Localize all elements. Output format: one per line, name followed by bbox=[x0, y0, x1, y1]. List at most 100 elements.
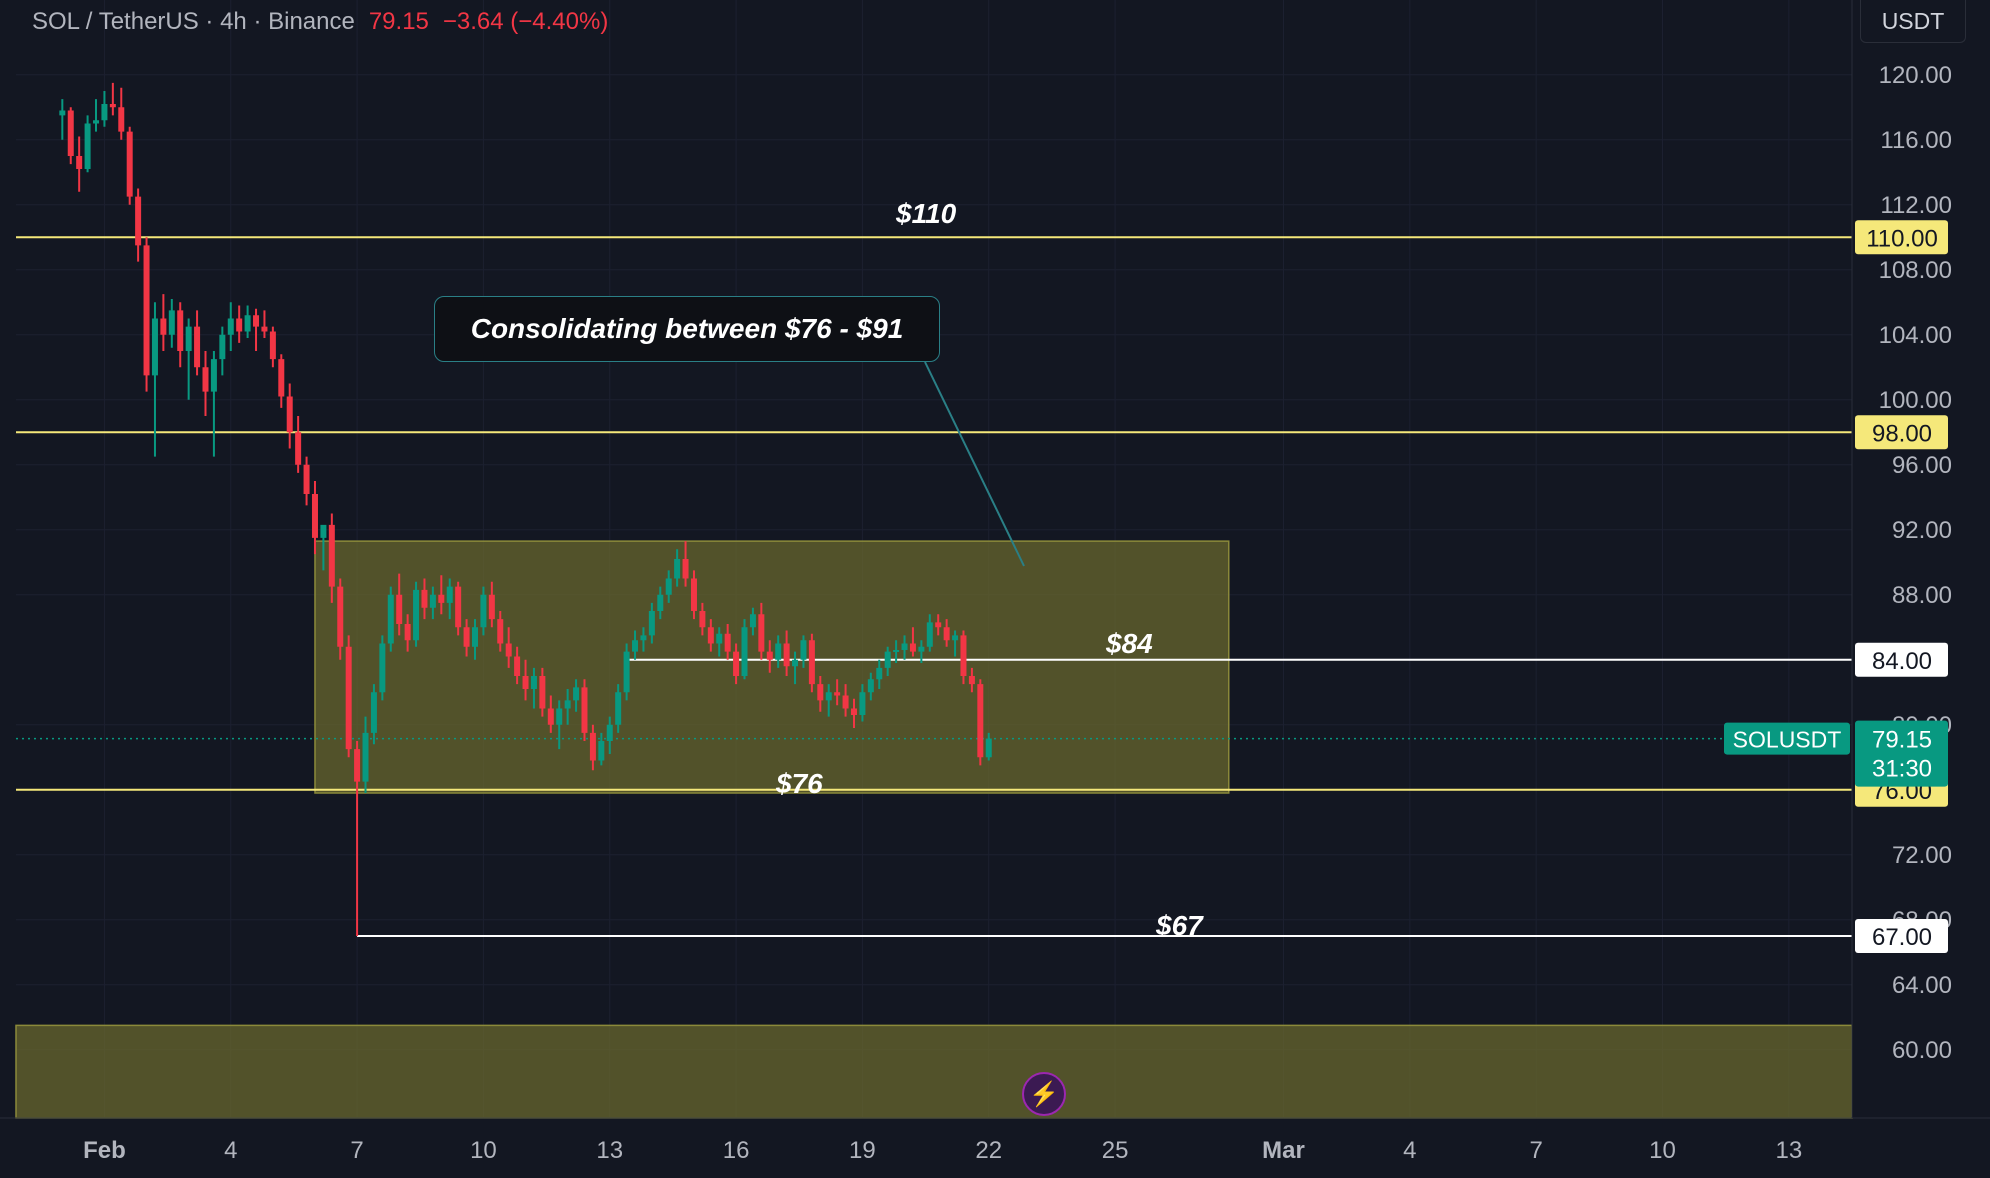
candle-body[interactable] bbox=[876, 667, 883, 680]
candle-body[interactable] bbox=[455, 586, 462, 628]
candle-body[interactable] bbox=[396, 594, 403, 624]
candle-body[interactable] bbox=[295, 432, 302, 465]
candle-body[interactable] bbox=[202, 367, 209, 392]
candle-body[interactable] bbox=[783, 643, 790, 667]
candle-body[interactable] bbox=[859, 692, 866, 715]
currency-unit-button[interactable]: USDT bbox=[1860, 0, 1966, 43]
candle-body[interactable] bbox=[151, 318, 158, 376]
candle-body[interactable] bbox=[977, 684, 984, 758]
candle-body[interactable] bbox=[800, 640, 807, 660]
candle-body[interactable] bbox=[370, 692, 377, 733]
candle-body[interactable] bbox=[707, 627, 714, 644]
candle-body[interactable] bbox=[497, 619, 504, 644]
candle-body[interactable] bbox=[632, 640, 639, 652]
candle-body[interactable] bbox=[657, 594, 664, 611]
candle-body[interactable] bbox=[194, 326, 201, 368]
candle-body[interactable] bbox=[101, 104, 108, 121]
candle-body[interactable] bbox=[514, 656, 521, 677]
candle-body[interactable] bbox=[825, 692, 832, 701]
candle-body[interactable] bbox=[505, 643, 512, 657]
candle-body[interactable] bbox=[413, 589, 420, 641]
level-tag-84[interactable] bbox=[1855, 642, 1948, 677]
candle-body[interactable] bbox=[893, 650, 900, 652]
candle-body[interactable] bbox=[547, 708, 554, 725]
candle-body[interactable] bbox=[109, 104, 116, 108]
lightning-icon[interactable]: ⚡ bbox=[1022, 1072, 1066, 1116]
candle-body[interactable] bbox=[665, 578, 672, 595]
candle-body[interactable] bbox=[682, 559, 689, 579]
candle-body[interactable] bbox=[716, 633, 723, 644]
candle-body[interactable] bbox=[985, 738, 992, 758]
candle-body[interactable] bbox=[345, 646, 352, 750]
candle-body[interactable] bbox=[522, 676, 529, 689]
candle-body[interactable] bbox=[564, 700, 571, 709]
candle-body[interactable] bbox=[792, 659, 799, 667]
candle-body[interactable] bbox=[775, 643, 782, 660]
candle-body[interactable] bbox=[210, 359, 217, 392]
candle-body[interactable] bbox=[446, 586, 453, 603]
candle-body[interactable] bbox=[59, 110, 66, 116]
candle-body[interactable] bbox=[438, 594, 445, 603]
candle-body[interactable] bbox=[168, 310, 175, 335]
level-tag-98[interactable] bbox=[1855, 415, 1948, 450]
candle-body[interactable] bbox=[286, 396, 293, 433]
candle-body[interactable] bbox=[278, 359, 285, 397]
level-tag-67[interactable] bbox=[1855, 919, 1948, 953]
candle-body[interactable] bbox=[690, 578, 697, 612]
candle-body[interactable] bbox=[842, 695, 849, 709]
candle-body[interactable] bbox=[766, 651, 773, 660]
candle-body[interactable] bbox=[76, 156, 83, 169]
candle-body[interactable] bbox=[244, 315, 251, 332]
candle-body[interactable] bbox=[834, 692, 841, 696]
candle-body[interactable] bbox=[539, 676, 546, 709]
consolidation-zone[interactable] bbox=[314, 540, 1230, 794]
candle-body[interactable] bbox=[960, 635, 967, 676]
candle-body[interactable] bbox=[362, 732, 369, 782]
candle-body[interactable] bbox=[488, 594, 495, 620]
candle-body[interactable] bbox=[952, 635, 959, 641]
candle-body[interactable] bbox=[758, 614, 765, 652]
candle-body[interactable] bbox=[67, 110, 74, 157]
candle-body[interactable] bbox=[429, 594, 436, 608]
candle-body[interactable] bbox=[606, 724, 613, 741]
candle-body[interactable] bbox=[556, 708, 563, 725]
candle-body[interactable] bbox=[472, 627, 478, 647]
candle-body[interactable] bbox=[724, 633, 731, 652]
candle-body[interactable] bbox=[901, 643, 908, 651]
consolidation-callout[interactable]: Consolidating between $76 - $91 bbox=[434, 296, 940, 362]
candle-body[interactable] bbox=[817, 684, 824, 701]
candle-body[interactable] bbox=[118, 107, 125, 132]
candle-body[interactable] bbox=[648, 611, 655, 636]
candle-body[interactable] bbox=[623, 651, 630, 693]
candle-body[interactable] bbox=[379, 643, 386, 693]
symbol-tag[interactable] bbox=[1724, 722, 1850, 755]
candle-body[interactable] bbox=[867, 679, 874, 693]
candle-body[interactable] bbox=[935, 622, 942, 628]
candle-body[interactable] bbox=[337, 586, 344, 647]
candle-body[interactable] bbox=[850, 708, 857, 716]
candle-body[interactable] bbox=[733, 651, 740, 676]
candle-body[interactable] bbox=[674, 559, 681, 579]
candle-body[interactable] bbox=[581, 687, 588, 733]
candle-body[interactable] bbox=[421, 589, 428, 608]
candle-body[interactable] bbox=[354, 749, 361, 782]
candle-body[interactable] bbox=[749, 614, 756, 628]
candle-body[interactable] bbox=[968, 676, 975, 685]
candle-body[interactable] bbox=[328, 524, 335, 587]
candle-body[interactable] bbox=[84, 123, 91, 170]
candle-body[interactable] bbox=[269, 331, 276, 360]
candle-body[interactable] bbox=[177, 310, 184, 351]
candle-body[interactable] bbox=[185, 326, 192, 351]
candle-body[interactable] bbox=[160, 318, 167, 335]
candle-body[interactable] bbox=[615, 692, 622, 725]
candle-body[interactable] bbox=[219, 334, 226, 360]
candle-body[interactable] bbox=[135, 196, 142, 246]
level-tag-110[interactable] bbox=[1855, 220, 1948, 255]
candle-body[interactable] bbox=[884, 651, 891, 668]
candle-body[interactable] bbox=[573, 687, 580, 701]
candle-body[interactable] bbox=[741, 627, 748, 676]
candle-body[interactable] bbox=[530, 676, 537, 689]
candle-body[interactable] bbox=[303, 464, 310, 494]
candle-body[interactable] bbox=[918, 646, 925, 652]
